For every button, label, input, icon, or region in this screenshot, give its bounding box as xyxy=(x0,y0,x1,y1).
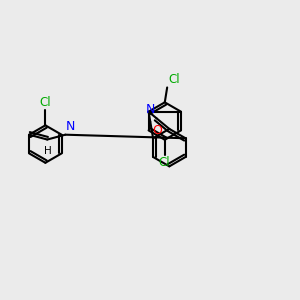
Text: Cl: Cl xyxy=(158,156,170,169)
Text: N: N xyxy=(66,120,75,133)
Text: Cl: Cl xyxy=(168,73,180,86)
Text: O: O xyxy=(153,124,163,137)
Text: Cl: Cl xyxy=(40,96,51,109)
Text: N: N xyxy=(146,103,155,116)
Text: H: H xyxy=(44,146,52,156)
